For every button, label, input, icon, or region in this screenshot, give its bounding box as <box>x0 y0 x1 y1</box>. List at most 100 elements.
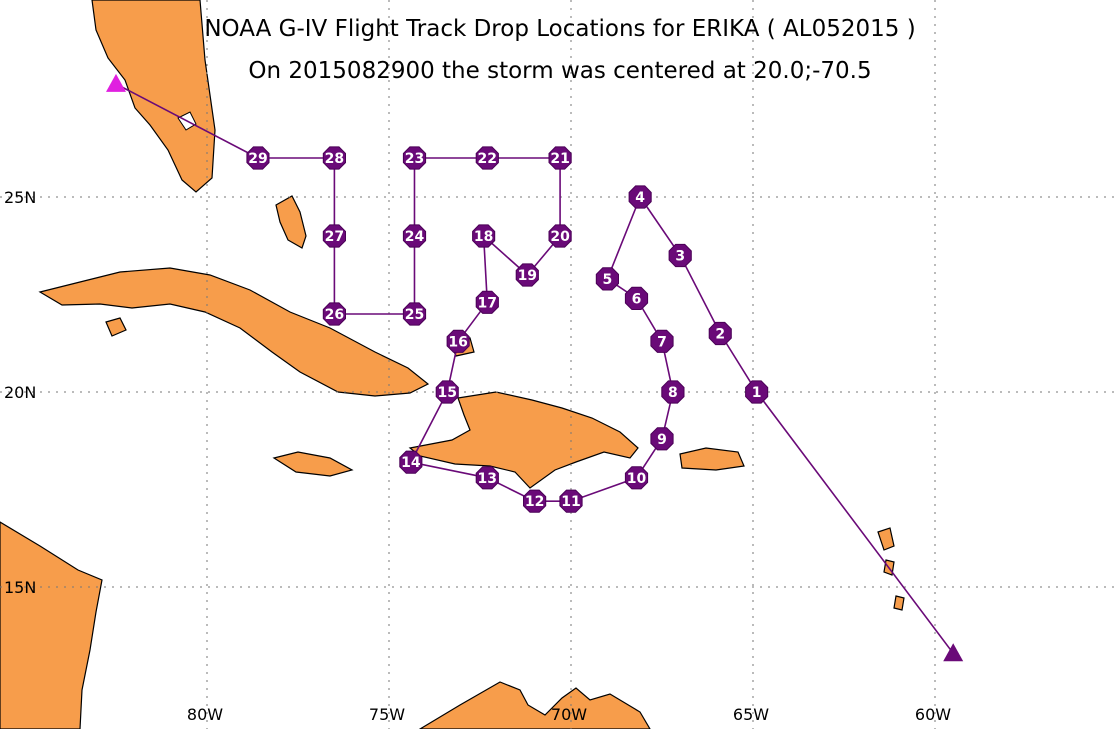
drop-marker: 14 <box>399 450 423 474</box>
lon-tick-label: 60W <box>915 705 951 724</box>
lon-tick-label: 80W <box>187 705 223 724</box>
drop-octagon <box>523 489 547 513</box>
land-andros <box>275 195 307 249</box>
drop-marker: 4 <box>628 185 652 209</box>
drop-number: 11 <box>561 494 580 510</box>
drop-marker: 5 <box>595 267 619 291</box>
drop-number: 9 <box>657 432 667 448</box>
drop-markers: 1234567891011121314151617181920212223242… <box>246 146 769 513</box>
drop-number: 4 <box>635 190 645 206</box>
drop-marker: 12 <box>523 489 547 513</box>
drop-marker: 25 <box>402 302 427 326</box>
drop-number: 6 <box>632 291 642 307</box>
start-triangle-marker <box>106 73 126 92</box>
drop-number: 7 <box>657 334 667 350</box>
drop-marker: 23 <box>402 146 427 170</box>
drop-octagon <box>402 146 427 170</box>
drop-marker: 7 <box>650 329 674 353</box>
drop-octagon <box>708 321 732 346</box>
lat-tick-label: 25N <box>4 188 36 207</box>
drop-number: 8 <box>668 385 678 401</box>
map-title: NOAA G-IV Flight Track Drop Locations fo… <box>204 16 915 42</box>
drop-octagon <box>595 267 619 291</box>
axis-labels: 25N 20N 15N 80W 75W 70W 65W 60W <box>4 188 951 724</box>
drop-octagon <box>322 146 346 170</box>
track-endpoints <box>106 73 964 662</box>
drop-marker: 26 <box>322 302 346 326</box>
drop-octagon <box>402 224 427 248</box>
drop-number: 5 <box>603 272 613 288</box>
drop-number: 19 <box>518 268 537 284</box>
lon-tick-label: 65W <box>733 705 769 724</box>
land-south-america <box>418 681 651 729</box>
drop-marker: 17 <box>475 290 499 314</box>
drop-number: 29 <box>248 151 267 167</box>
drop-number: 18 <box>474 229 493 245</box>
drop-marker: 20 <box>548 224 572 248</box>
drop-octagon <box>475 466 499 490</box>
land-hispaniola <box>408 391 639 489</box>
drop-octagon <box>745 380 769 404</box>
land-puerto-rico <box>679 447 745 471</box>
track-line <box>115 83 954 654</box>
drop-octagon <box>246 146 270 170</box>
drop-marker: 3 <box>668 243 692 268</box>
drop-octagon <box>650 329 674 353</box>
drop-marker: 29 <box>246 146 270 170</box>
flight-track <box>115 83 954 654</box>
drop-number: 17 <box>478 295 497 311</box>
drop-number: 20 <box>550 229 570 245</box>
land-jamaica <box>272 451 354 477</box>
land-lesser-antilles <box>877 527 905 611</box>
drop-marker: 10 <box>624 466 649 490</box>
lat-tick-label: 20N <box>4 383 36 402</box>
drop-octagon <box>435 380 459 404</box>
drop-octagon <box>475 290 499 314</box>
drop-octagon <box>399 450 423 474</box>
drop-octagon <box>402 302 427 326</box>
lat-tick-label: 15N <box>4 578 36 597</box>
drop-marker: 15 <box>435 380 459 404</box>
drop-marker: 16 <box>446 329 470 353</box>
drop-octagon <box>548 146 572 170</box>
drop-marker: 11 <box>559 489 583 513</box>
drop-number: 23 <box>405 151 424 167</box>
drop-number: 10 <box>627 471 647 487</box>
drop-marker: 19 <box>515 263 539 287</box>
land-cuba <box>38 267 430 397</box>
drop-number: 25 <box>405 307 424 323</box>
drop-octagon <box>624 286 649 310</box>
land-masses <box>0 0 905 729</box>
drop-octagon <box>322 302 346 326</box>
drop-marker: 18 <box>472 224 496 248</box>
drop-number: 16 <box>448 334 467 350</box>
drop-number: 3 <box>675 249 685 265</box>
drop-octagon <box>650 427 674 451</box>
drop-number: 27 <box>325 229 344 245</box>
drop-marker: 6 <box>624 286 649 310</box>
map-subtitle: On 2015082900 the storm was centered at … <box>248 58 871 84</box>
drop-octagon <box>628 185 652 209</box>
drop-marker: 28 <box>322 146 346 170</box>
drop-marker: 24 <box>402 224 427 248</box>
drop-octagon <box>515 263 539 287</box>
drop-number: 1 <box>752 385 762 401</box>
drop-octagon <box>661 380 685 404</box>
drop-number: 26 <box>325 307 344 323</box>
drop-octagon <box>446 329 470 353</box>
drop-number: 14 <box>401 455 421 471</box>
drop-octagon <box>475 146 499 170</box>
end-triangle-marker <box>943 643 964 662</box>
drop-marker: 13 <box>475 466 499 490</box>
drop-marker: 27 <box>322 224 346 248</box>
drop-octagon <box>472 224 496 248</box>
drop-number: 21 <box>550 151 569 167</box>
drop-number: 12 <box>525 494 544 510</box>
land-florida <box>91 0 216 193</box>
drop-marker: 2 <box>708 321 732 346</box>
drop-number: 22 <box>478 151 497 167</box>
drop-marker: 21 <box>548 146 572 170</box>
drop-marker: 1 <box>745 380 769 404</box>
drop-number: 28 <box>325 151 344 167</box>
